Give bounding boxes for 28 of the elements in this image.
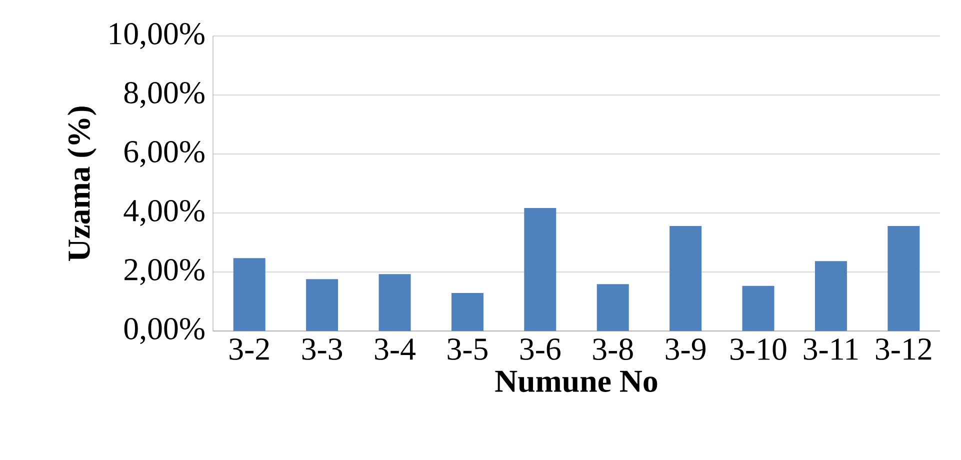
y-axis-title: Uzama (%) xyxy=(68,106,96,262)
bar xyxy=(306,279,338,331)
x-tick-label: 3-2 xyxy=(230,338,269,360)
y-tick-label: 4,00% xyxy=(124,200,204,226)
bar xyxy=(670,226,702,331)
bar xyxy=(814,261,847,331)
bar xyxy=(233,258,266,331)
x-axis-title: Numune No xyxy=(495,370,658,392)
x-tick-label: 3-3 xyxy=(302,338,342,360)
y-tick-label: 10,00% xyxy=(110,22,204,50)
x-tick-label: 3-4 xyxy=(375,338,416,360)
bar xyxy=(888,226,920,331)
x-tick-label: 3-9 xyxy=(666,338,706,360)
x-tick-label: 3-8 xyxy=(593,338,633,360)
bar xyxy=(742,286,774,331)
y-tick-label: 6,00% xyxy=(124,140,204,168)
x-tick-label: 3-11 xyxy=(804,338,858,360)
y-tick-label: 2,00% xyxy=(124,258,204,286)
y-tick-label: 8,00% xyxy=(124,82,204,108)
x-tick-label: 3-6 xyxy=(520,338,560,360)
x-tick-label: 3-12 xyxy=(876,338,932,360)
x-tick-label: 3-5 xyxy=(448,338,488,360)
bar xyxy=(524,208,556,331)
bar xyxy=(451,292,484,331)
x-tick-label: 3-10 xyxy=(730,338,786,360)
bar xyxy=(378,274,411,331)
y-tick-label: 0,00% xyxy=(124,318,204,344)
bar xyxy=(596,284,629,331)
